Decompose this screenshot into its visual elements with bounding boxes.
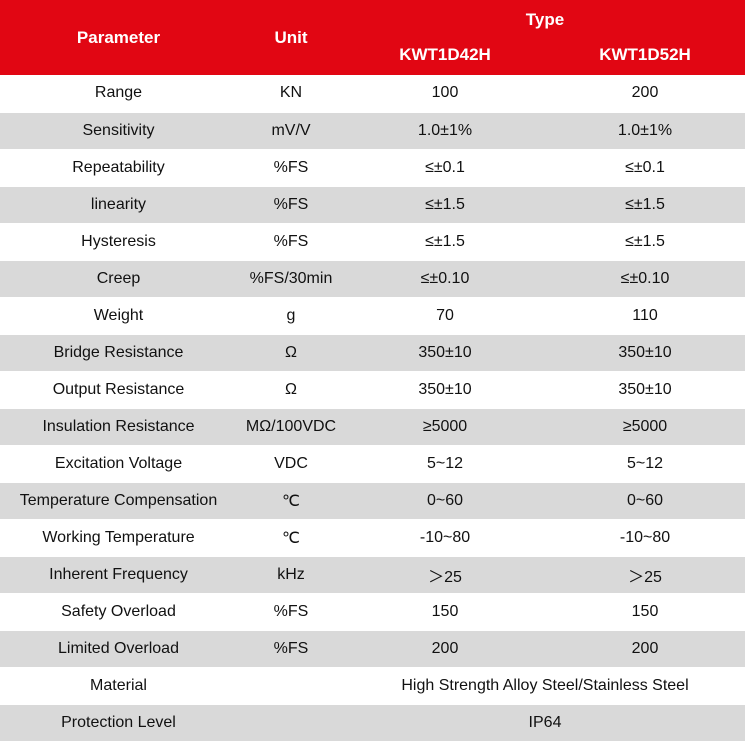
cell-unit: Ω <box>237 334 345 371</box>
cell-value-model-2: ≥5000 <box>545 408 745 445</box>
cell-value-model-1: 100 <box>345 75 545 112</box>
table-row: Weight g 70 110 <box>0 297 745 334</box>
cell-unit: %FS <box>237 186 345 223</box>
cell-value-model-1: 150 <box>345 593 545 630</box>
table-row-material: Material High Strength Alloy Steel/Stainl… <box>0 667 745 704</box>
cell-value-model-1: 350±10 <box>345 334 545 371</box>
cell-parameter: Repeatability <box>0 149 237 186</box>
cell-value-model-2: 350±10 <box>545 371 745 408</box>
cell-parameter: Range <box>0 75 237 112</box>
cell-value-model-1: ＞25 <box>345 556 545 593</box>
cell-value-model-2: ≤±1.5 <box>545 223 745 260</box>
table-row: Limited Overload %FS 200 200 <box>0 630 745 667</box>
cell-value-model-1: 350±10 <box>345 371 545 408</box>
cell-parameter: Temperature Compensation <box>0 482 237 519</box>
cell-value-model-1: -10~80 <box>345 519 545 556</box>
cell-value-model-2: 1.0±1% <box>545 112 745 149</box>
cell-value-model-1: 0~60 <box>345 482 545 519</box>
cell-parameter: Creep <box>0 260 237 297</box>
cell-value-model-2: ≤±0.10 <box>545 260 745 297</box>
cell-parameter: Inherent Frequency <box>0 556 237 593</box>
cell-value-model-1: 1.0±1% <box>345 112 545 149</box>
cell-parameter: Limited Overload <box>0 630 237 667</box>
cell-value-model-1: 200 <box>345 630 545 667</box>
cell-unit: %FS/30min <box>237 260 345 297</box>
table-row: Working Temperature ℃ -10~80 -10~80 <box>0 519 745 556</box>
cell-value-model-2: 110 <box>545 297 745 334</box>
cell-value-model-2: ≤±0.1 <box>545 149 745 186</box>
cell-unit <box>237 667 345 704</box>
cell-parameter: Protection Level <box>0 704 237 741</box>
cell-parameter: Hysteresis <box>0 223 237 260</box>
cell-value-model-1: ≤±1.5 <box>345 186 545 223</box>
cell-value-model-2: ＞25 <box>545 556 745 593</box>
cell-value-model-2: 0~60 <box>545 482 745 519</box>
cell-unit: %FS <box>237 593 345 630</box>
cell-unit: VDC <box>237 445 345 482</box>
table-row: Bridge Resistance Ω 350±10 350±10 <box>0 334 745 371</box>
table-body: Range KN 100 200 Sensitivity mV/V 1.0±1% 1.0±1%… <box>0 75 745 741</box>
cell-parameter: Working Temperature <box>0 519 237 556</box>
cell-unit <box>237 704 345 741</box>
cell-unit: ℃ <box>237 519 345 556</box>
cell-unit: %FS <box>237 630 345 667</box>
cell-value-model-1: ≤±0.1 <box>345 149 545 186</box>
header-model-2: KWT1D52H <box>545 38 745 75</box>
table-row: Output Resistance Ω 350±10 350±10 <box>0 371 745 408</box>
cell-parameter: Safety Overload <box>0 593 237 630</box>
cell-value-merged: High Strength Alloy Steel/Stainless Stee… <box>345 667 745 704</box>
cell-parameter: Sensitivity <box>0 112 237 149</box>
table-row: Range KN 100 200 <box>0 75 745 112</box>
cell-value-model-1: ≥5000 <box>345 408 545 445</box>
table-row: linearity %FS ≤±1.5 ≤±1.5 <box>0 186 745 223</box>
cell-unit: Ω <box>237 371 345 408</box>
cell-parameter: Output Resistance <box>0 371 237 408</box>
table-row: Hysteresis %FS ≤±1.5 ≤±1.5 <box>0 223 745 260</box>
table-row-protection: Protection Level IP64 <box>0 704 745 741</box>
table-row: Inherent Frequency kHz ＞25 ＞25 <box>0 556 745 593</box>
cell-unit: g <box>237 297 345 334</box>
header-unit: Unit <box>237 0 345 75</box>
cell-parameter: linearity <box>0 186 237 223</box>
cell-unit: %FS <box>237 149 345 186</box>
cell-value-model-2: 5~12 <box>545 445 745 482</box>
cell-value-model-2: ≤±1.5 <box>545 186 745 223</box>
cell-value-model-2: 350±10 <box>545 334 745 371</box>
cell-parameter: Excitation Voltage <box>0 445 237 482</box>
header-model-1: KWT1D42H <box>345 38 545 75</box>
cell-unit: ℃ <box>237 482 345 519</box>
cell-value-model-2: 200 <box>545 75 745 112</box>
cell-unit: kHz <box>237 556 345 593</box>
table-header: Parameter Unit Type KWT1D42H KWT1D52H <box>0 0 745 75</box>
cell-unit: mV/V <box>237 112 345 149</box>
cell-value-model-1: 5~12 <box>345 445 545 482</box>
table-row: Temperature Compensation ℃ 0~60 0~60 <box>0 482 745 519</box>
cell-unit: %FS <box>237 223 345 260</box>
table-row: Repeatability %FS ≤±0.1 ≤±0.1 <box>0 149 745 186</box>
table-row: Excitation Voltage VDC 5~12 5~12 <box>0 445 745 482</box>
table-row: Safety Overload %FS 150 150 <box>0 593 745 630</box>
cell-unit: KN <box>237 75 345 112</box>
cell-unit: MΩ/100VDC <box>237 408 345 445</box>
cell-value-model-1: ≤±1.5 <box>345 223 545 260</box>
header-type: Type <box>345 0 745 38</box>
header-parameter: Parameter <box>0 0 237 75</box>
cell-parameter: Weight <box>0 297 237 334</box>
cell-value-model-1: 70 <box>345 297 545 334</box>
cell-value-model-1: ≤±0.10 <box>345 260 545 297</box>
table-row: Creep %FS/30min ≤±0.10 ≤±0.10 <box>0 260 745 297</box>
table-row: Sensitivity mV/V 1.0±1% 1.0±1% <box>0 112 745 149</box>
cell-parameter: Insulation Resistance <box>0 408 237 445</box>
cell-parameter: Bridge Resistance <box>0 334 237 371</box>
cell-value-model-2: -10~80 <box>545 519 745 556</box>
cell-value-merged: IP64 <box>345 704 745 741</box>
table-row: Insulation Resistance MΩ/100VDC ≥5000 ≥5000 <box>0 408 745 445</box>
cell-value-model-2: 150 <box>545 593 745 630</box>
cell-value-model-2: 200 <box>545 630 745 667</box>
cell-parameter: Material <box>0 667 237 704</box>
